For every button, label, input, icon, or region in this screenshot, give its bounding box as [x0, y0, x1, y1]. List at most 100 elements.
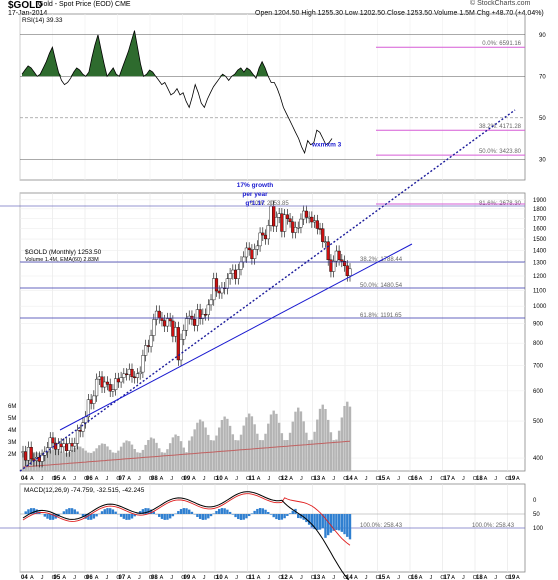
price-candle [163, 320, 167, 327]
macd-histogram-bar [24, 511, 27, 514]
chart-date: 17-Jan-2014 [8, 10, 48, 17]
year-label: 07 [119, 476, 126, 482]
price-tick-label: 800 [533, 341, 544, 347]
price-tick-label: 1800 [533, 207, 547, 213]
price-candle [277, 213, 281, 218]
month-label-bottom: O [214, 575, 219, 580]
macd-histogram-bar [277, 514, 281, 520]
macd-histogram-bar [147, 508, 150, 514]
volume-bar [70, 449, 74, 471]
price-candle [29, 447, 33, 460]
price-candle [283, 214, 287, 232]
volume-bar [299, 411, 303, 471]
price-candle [318, 228, 322, 230]
macd-histogram-bar [288, 513, 292, 514]
volume-bar [21, 453, 25, 471]
year-label-bottom: 17 [444, 575, 451, 580]
macd-histogram-bar [149, 509, 153, 514]
macd-histogram-bar [332, 514, 335, 531]
month-label: J [41, 476, 44, 482]
rsi-fib-label: 0.0%: 6591.16 [482, 41, 521, 47]
macd-histogram-bar [32, 508, 36, 514]
macd-histogram-bar [275, 514, 278, 520]
volume-bar [346, 401, 349, 471]
year-label-bottom: 04 [21, 575, 28, 580]
month-label-bottom: A [354, 575, 358, 580]
year-label-bottom: 09 [184, 575, 191, 580]
macd-histogram-bar [307, 514, 311, 525]
volume-bar [147, 440, 150, 471]
price-candle [152, 319, 156, 336]
price-candle [310, 216, 314, 223]
volume-bar [98, 445, 101, 471]
price-candle [302, 210, 306, 220]
volume-bar [168, 443, 172, 471]
volume-bar [212, 440, 215, 471]
macd-histogram-bar [73, 509, 76, 514]
macd-histogram-bar [327, 514, 330, 536]
macd-histogram-bar [245, 514, 248, 519]
price-candle [51, 437, 55, 444]
month-label-bottom: J [73, 575, 76, 580]
volume-bar [65, 452, 68, 471]
price-candle [141, 355, 145, 373]
price-candle [293, 227, 298, 233]
volume-bar [286, 439, 289, 471]
volume-tick-label: 5M [8, 416, 16, 422]
month-label: A [516, 476, 520, 482]
year-label: 19 [509, 476, 516, 482]
year-label: 17 [444, 476, 451, 482]
volume-bar [343, 405, 346, 471]
volume-bar [84, 450, 87, 471]
rsi-tick-label: 70 [539, 74, 546, 80]
price-tick-label: 1900 [533, 198, 547, 204]
volume-bar [245, 417, 248, 471]
macd-histogram-bar [46, 514, 49, 519]
volume-bar [201, 421, 205, 471]
price-candle [45, 447, 50, 453]
macd-histogram-bar [196, 514, 199, 518]
price-tick-label: 1000 [533, 304, 547, 310]
price-tick-label: 1300 [533, 261, 547, 267]
macd-histogram-bar [247, 514, 251, 517]
macd-histogram-bar [51, 514, 55, 520]
macd-histogram-bar [87, 514, 90, 520]
price-candle [212, 278, 216, 301]
price-candle [48, 437, 52, 448]
macd-tick-label: 0 [533, 498, 537, 504]
price-candle [261, 232, 265, 236]
month-label: A [127, 476, 131, 482]
month-label: J [106, 476, 109, 482]
lower-trendline [59, 243, 413, 431]
volume-bar [291, 421, 294, 471]
month-label-bottom: O [408, 575, 413, 580]
month-label-bottom: A [322, 575, 326, 580]
volume-bar [46, 451, 49, 471]
volume-bar [340, 417, 344, 471]
month-label-bottom: A [160, 575, 164, 580]
volume-bar [239, 434, 243, 471]
macd-histogram-bar [84, 514, 87, 519]
month-label: O [246, 476, 251, 482]
macd-histogram-bar [310, 514, 314, 528]
price-candle [272, 206, 276, 227]
macd-histogram-bar [76, 511, 79, 514]
volume-bar [54, 449, 57, 471]
volume-bar [136, 452, 139, 471]
macd-histogram-bar [114, 511, 117, 514]
price-tick-label: 1400 [533, 248, 547, 254]
month-label-bottom: A [224, 575, 228, 580]
rsi-tick-label: 90 [539, 33, 546, 39]
price-candle [198, 309, 202, 319]
price-candle [274, 217, 279, 227]
month-label: O [149, 476, 154, 482]
price-candle [266, 225, 270, 240]
price-candle [171, 320, 175, 337]
month-label: O [473, 476, 478, 482]
month-label: J [268, 476, 271, 482]
volume-bar [335, 439, 338, 471]
macd-histogram-bar [106, 508, 109, 514]
macd-line [22, 491, 350, 580]
macd-histogram-bar [258, 508, 262, 514]
year-label: 10 [216, 476, 223, 482]
